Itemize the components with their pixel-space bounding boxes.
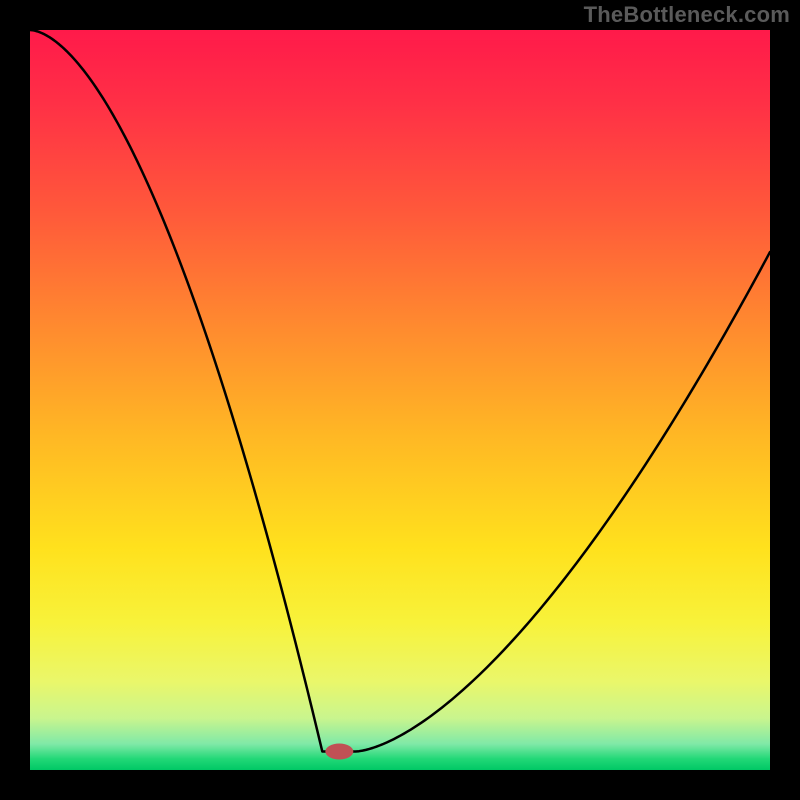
bottleneck-chart [0,0,800,800]
optimal-marker [325,744,353,760]
plot-background [30,30,770,770]
watermark-text: TheBottleneck.com [584,2,790,28]
